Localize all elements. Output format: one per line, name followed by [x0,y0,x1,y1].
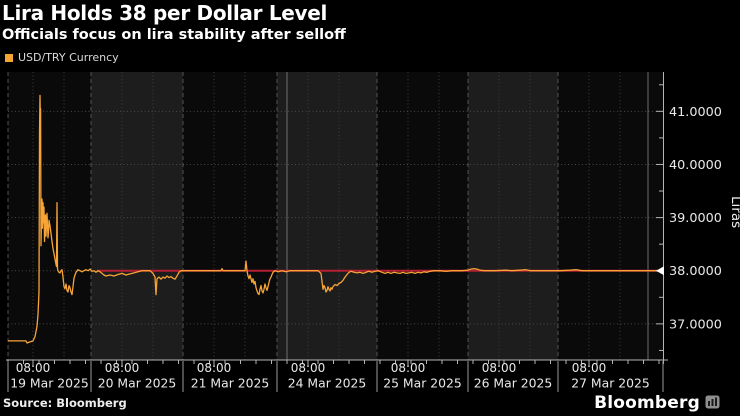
svg-text:08:00: 08:00 [572,361,607,375]
svg-text:08:00: 08:00 [105,361,140,375]
session-line-layer [286,72,649,360]
page-title: Lira Holds 38 per Dollar Level [2,1,328,25]
svg-text:08:00: 08:00 [291,361,326,375]
day-boundary-layer [7,72,559,360]
svg-text:08:00: 08:00 [16,361,51,375]
svg-text:41.0000: 41.0000 [669,105,722,120]
legend-swatch-icon [5,53,13,62]
svg-text:08:00: 08:00 [482,361,517,375]
svg-text:Liras: Liras [728,196,740,228]
svg-text:39.0000: 39.0000 [669,211,722,226]
time-grid-layer [32,72,621,360]
svg-text:24 Mar 2025: 24 Mar 2025 [288,376,367,391]
svg-text:08:00: 08:00 [197,361,232,375]
page-subtitle: Officials focus on lira stability after … [2,27,346,43]
svg-text:38.0000: 38.0000 [669,264,722,279]
svg-text:25 Mar 2025: 25 Mar 2025 [383,376,462,391]
bloomberg-bars-icon [705,394,720,413]
legend-label: USD/TRY Currency [18,51,119,64]
svg-text:37.0000: 37.0000 [669,317,722,332]
band-layer [8,72,663,360]
svg-text:08:00: 08:00 [391,361,426,375]
svg-text:19 Mar 2025: 19 Mar 2025 [10,376,89,391]
bloomberg-wordmark: Bloomberg [594,392,700,413]
svg-text:40.0000: 40.0000 [669,158,722,173]
svg-text:21 Mar 2025: 21 Mar 2025 [191,376,270,391]
chart-legend: USD/TRY Currency [5,51,119,64]
source-attribution: Source: Bloomberg [3,396,127,410]
svg-text:26 Mar 2025: 26 Mar 2025 [474,376,553,391]
price-line [8,94,660,344]
y-axis-ticks: 37.0000 38.0000 39.0000 40.0000 41.0000 [656,84,722,351]
svg-text:27 Mar 2025: 27 Mar 2025 [571,376,650,391]
bloomberg-logo: Bloomberg [594,392,720,413]
last-price-marker [656,266,664,276]
svg-text:20 Mar 2025: 20 Mar 2025 [98,376,177,391]
y-axis-title: Liras [728,196,740,228]
